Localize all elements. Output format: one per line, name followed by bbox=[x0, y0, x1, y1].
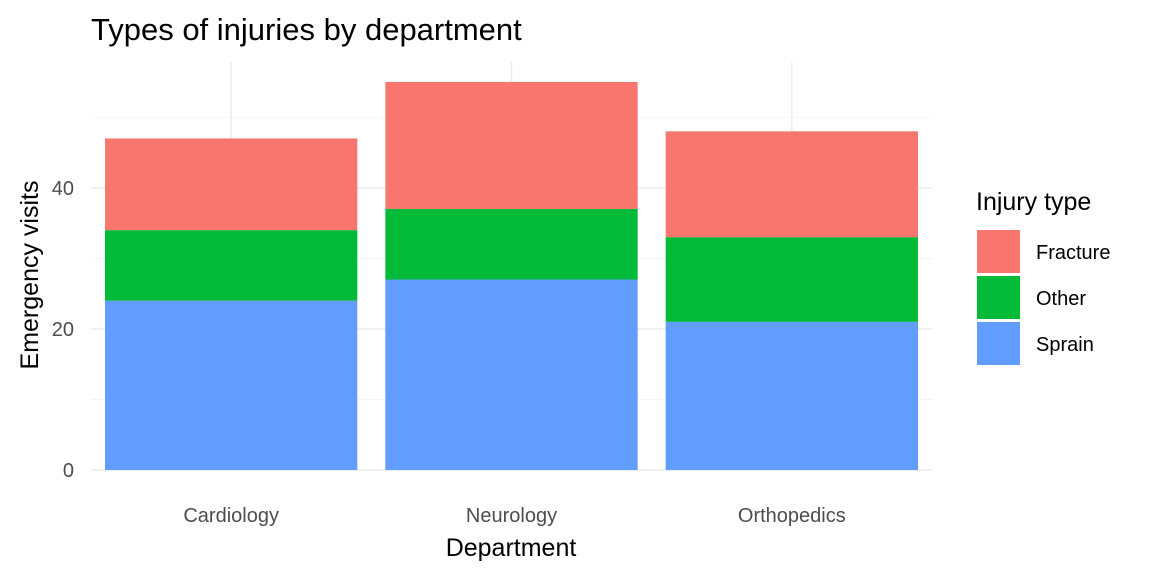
x-tick-label-orthopedics: Orthopedics bbox=[738, 505, 846, 527]
x-axis-ticks: Cardiology Neurology Orthopedics bbox=[183, 505, 845, 527]
bar-orthopedics-sprain bbox=[665, 321, 918, 470]
bar-cardiology-sprain bbox=[105, 300, 358, 470]
bar-orthopedics-other bbox=[665, 237, 918, 322]
x-axis-title: Department bbox=[446, 534, 577, 562]
legend-label-other: Other bbox=[1036, 288, 1086, 310]
legend: Injury type Fracture Other Sprain bbox=[976, 188, 1110, 365]
bar-cardiology-other bbox=[105, 230, 358, 301]
bar-neurology-sprain bbox=[385, 279, 638, 470]
legend-key-sprain bbox=[977, 322, 1020, 365]
legend-key-other bbox=[977, 276, 1020, 319]
y-tick-label-0: 0 bbox=[63, 460, 74, 482]
bar-cardiology-fracture bbox=[105, 138, 358, 231]
legend-key-fracture bbox=[977, 230, 1020, 273]
bar-neurology-other bbox=[385, 208, 638, 280]
bar-orthopedics-fracture bbox=[665, 131, 918, 238]
legend-label-sprain: Sprain bbox=[1036, 334, 1094, 356]
legend-label-fracture: Fracture bbox=[1036, 242, 1110, 264]
bar-neurology-fracture bbox=[385, 81, 638, 209]
bars bbox=[105, 81, 918, 470]
x-tick-label-neurology: Neurology bbox=[466, 505, 557, 527]
legend-title: Injury type bbox=[976, 188, 1091, 216]
y-tick-label-20: 20 bbox=[52, 319, 74, 341]
x-tick-label-cardiology: Cardiology bbox=[183, 505, 279, 527]
y-axis-title: Emergency visits bbox=[16, 181, 44, 370]
y-tick-label-40: 40 bbox=[52, 178, 74, 200]
chart-title: Types of injuries by department bbox=[91, 12, 522, 47]
y-axis-ticks: 0 20 40 bbox=[52, 178, 74, 482]
